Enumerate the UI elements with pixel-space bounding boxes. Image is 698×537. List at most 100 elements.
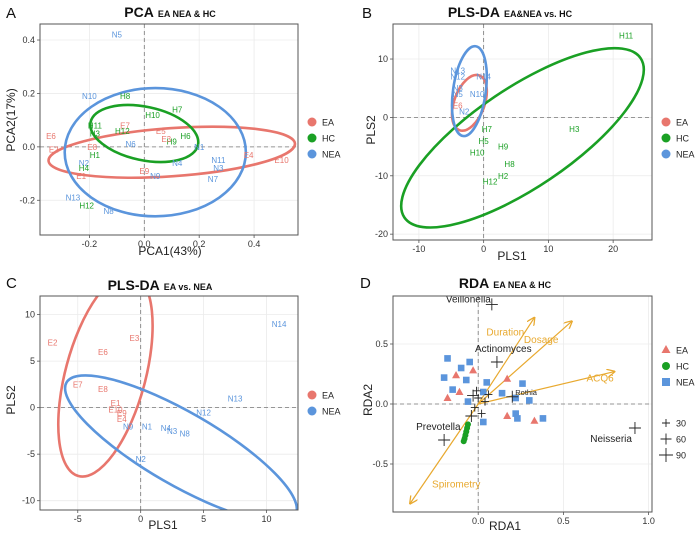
plot-frame [392,23,653,241]
y-tick-label: 0 [383,112,388,122]
sample-label-n4: N4 [172,159,183,168]
sample-label-h2: H2 [498,172,509,181]
sample-point-nea [449,386,456,393]
size-legend-label: 30 [676,419,686,429]
size-legend-label: 60 [676,435,686,445]
sample-label-n9: N9 [150,172,161,181]
sample-point-nea [480,418,487,426]
species-cross [484,390,493,399]
panel-c-ylabel: PLS2 [4,385,18,415]
species-cross [481,397,490,406]
legend-marker-nea [662,378,670,386]
legend-marker-nea [661,149,671,159]
legend-marker-ea [307,390,317,400]
species-label-neisseria: Neisseria [590,434,632,445]
env-arrow-label-duration: Duration [486,328,524,339]
env-arrow-duration [477,318,534,405]
sample-label-n10: N10 [470,90,485,99]
sample-label-e5: E5 [156,127,166,136]
env-arrow-label-acq6: ACQ6 [587,374,615,385]
sample-point-nea [457,364,465,372]
panel-a-title: PCA EA NEA & HC [124,4,216,20]
sample-label-n5: N5 [112,31,123,40]
sample-label-h11: H11 [88,121,103,130]
legend-label-nea: NEA [322,150,341,160]
species-cross-rothia [506,390,519,403]
sample-label-n1: N1 [142,422,153,431]
confidence-ellipse-hc [89,103,200,164]
sample-label-e2: E2 [48,339,58,348]
sample-label-n1: N1 [194,143,205,152]
panel-d-ylabel: RDA2 [361,384,375,416]
y-tick-label: 0.2 [22,88,35,98]
sample-point-ea [452,371,461,379]
panel-c-title: PLS-DA EA vs. NEA [108,277,213,293]
sample-point-ea [455,387,464,395]
legend-label-hc: HC [676,362,689,372]
panel-letter-d: D [360,275,371,292]
sample-label-n12: N12 [450,73,465,82]
sample-point-nea [512,394,519,402]
sample-label-e8: E8 [87,143,97,152]
panel-d-title-main: RDA [459,275,489,291]
sample-label-e1: E1 [111,399,121,408]
panel-a-ylabel: PCA2(17%) [4,88,18,151]
panel-d-legend: EA HC NEA 30 60 90 [659,345,695,462]
sample-point-nea [519,380,526,387]
panel-c-title-sub: EA vs. NEA [164,282,213,292]
panel-b-xlabel: PLS1 [497,249,527,263]
sample-label-h11: H11 [619,32,634,41]
sample-label-n7: N7 [208,175,219,184]
panel-a-title-sub: EA NEA & HC [158,9,216,19]
x-tick-label: 1.0 [642,516,655,526]
env-arrow-dosage [477,321,572,405]
sample-label-h9: H9 [167,138,178,147]
sample-point-nea [514,415,521,422]
panel-c-xlabel: PLS1 [148,518,178,532]
species-label-veillonella: Veillonella [446,294,491,305]
panel-d-xlabel: RDA1 [489,519,521,533]
sample-label-e9: E9 [139,167,149,176]
x-tick-label: 0.0 [138,239,151,249]
legend-label-nea: NEA [322,407,341,417]
sample-label-e7: E7 [73,380,83,389]
sample-label-n3: N3 [167,427,178,436]
sample-point-ea [530,416,539,424]
species-label-prevotella: Prevotella [416,422,461,433]
y-tick-label: -10 [375,171,388,181]
sample-label-n5: N5 [453,90,464,99]
sample-point-ea [503,411,512,419]
y-tick-label: 0.0 [22,142,35,152]
sample-label-e2: E2 [49,146,59,155]
sample-point-nea [462,376,470,384]
species-cross [477,409,486,418]
x-tick-label: 0.0 [472,516,485,526]
sample-label-n9: N9 [123,422,134,431]
panel-letter-c: C [6,275,17,292]
sample-label-n8: N8 [180,430,191,439]
sample-label-h10: H10 [145,111,160,120]
x-tick-label: 0 [138,514,143,524]
sample-label-n2: N2 [79,159,90,168]
sample-point-nea [539,415,547,422]
confidence-ellipse-hc [399,46,646,229]
panel-c-plsda: C PLS-DA EA vs. NEA N14 E2 E3 E6 E7 E8 N13 E1E10… [4,275,341,532]
sample-label-e9: E9 [117,409,127,418]
panel-letter-a: A [6,5,16,22]
panel-c-title-main: PLS-DA [108,277,160,293]
species-cross [470,403,479,412]
sample-label-e4: E4 [244,151,254,160]
legend-label-hc: HC [676,134,689,144]
species-cross [467,389,480,402]
legend-marker-hc [662,362,670,370]
species-cross-actinomyces [490,356,503,368]
env-arrow-spirometry [410,403,479,504]
panel-b-title: PLS-DA EA&NEA vs. HC [448,4,573,20]
species-label-rothia: Rothia [515,388,538,397]
sample-label-n6: N6 [125,140,136,149]
